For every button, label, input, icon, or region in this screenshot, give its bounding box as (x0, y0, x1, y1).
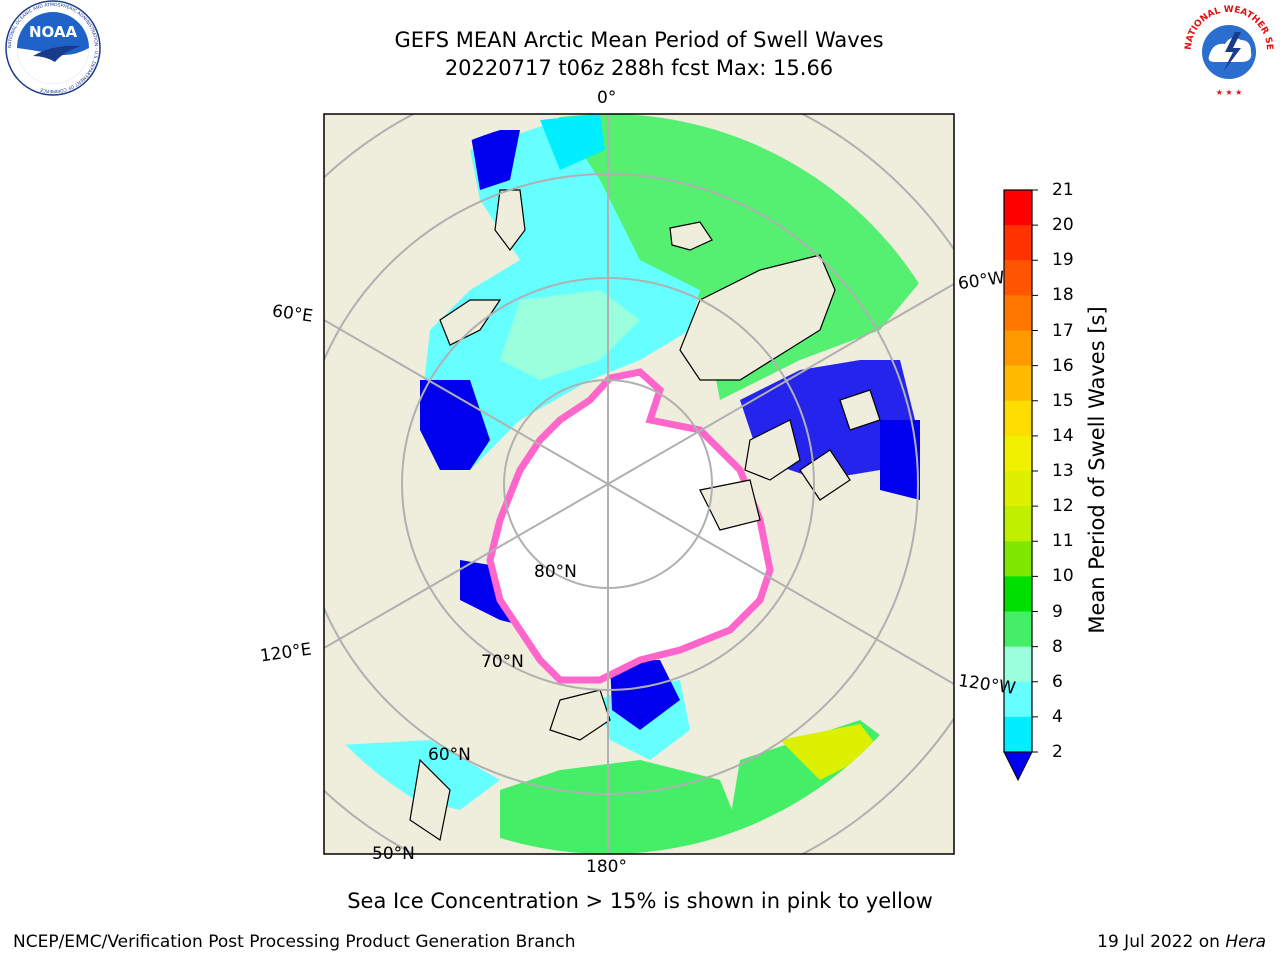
colorbar-swatch (1004, 330, 1032, 367)
colorbar-tick-label: 4 (1052, 706, 1063, 727)
colorbar-tick-label: 6 (1052, 671, 1063, 692)
colorbar-swatch (1004, 506, 1032, 542)
colorbar (1003, 189, 1038, 782)
colorbar-tick-label: 16 (1052, 355, 1074, 376)
noaa-logo-text: NOAA (29, 23, 78, 41)
svg-text:★ ★ ★: ★ ★ ★ (1216, 88, 1243, 97)
colorbar-tick-label: 10 (1052, 566, 1074, 587)
footer-credit: NCEP/EMC/Verification Post Processing Pr… (13, 932, 576, 952)
lat-label-70n: 70°N (481, 652, 524, 672)
colorbar-extend-arrow (1003, 751, 1033, 782)
footer-date-text: 19 Jul 2022 on (1097, 932, 1226, 952)
sea-ice-region (486, 368, 774, 684)
landmass-outlines (409, 189, 881, 841)
map-frame (323, 113, 955, 855)
colorbar-tick-label: 9 (1052, 601, 1063, 622)
colorbar-swatch (1004, 295, 1032, 331)
nws-logo: NATIONAL WEATHER SERVICE ★ ★ ★ (1179, 0, 1275, 97)
meridian-60w (607, 283, 954, 485)
colorbar-tick-label: 21 (1052, 180, 1074, 200)
meridian-120e (324, 483, 609, 649)
colorbar-tick-label: 12 (1052, 496, 1074, 517)
lat-label-50n: 50°N (372, 844, 415, 864)
footer-host: Hera (1225, 932, 1266, 952)
colorbar-swatch (1004, 611, 1032, 648)
colorbar-swatch (1004, 190, 1032, 226)
colorbar-tick-label: 13 (1052, 461, 1074, 481)
sea-ice-caption: Sea Ice Concentration > 15% is shown in … (347, 889, 933, 913)
colorbar-swatch (1004, 716, 1032, 753)
colorbar-swatch (1004, 541, 1032, 577)
colorbar-tick-label: 11 (1052, 531, 1074, 552)
meridian-120w (607, 483, 954, 685)
meridian-60e (324, 319, 609, 485)
colorbar-swatch (1004, 576, 1032, 612)
chart-subtitle: 20220717 t06z 288h fcst Max: 15.66 (444, 56, 834, 80)
colorbar-swatch (1004, 260, 1032, 296)
graticule (324, 114, 954, 854)
colorbar-swatch (1004, 681, 1032, 718)
colorbar-tick-label: 20 (1052, 215, 1074, 236)
lon-label-0: 0° (597, 88, 617, 108)
colorbar-swatch (1004, 646, 1032, 683)
colorbar-tick-label: 14 (1052, 425, 1074, 446)
chart-title: GEFS MEAN Arctic Mean Period of Swell Wa… (394, 28, 884, 52)
footer-date: 19 Jul 2022 on Hera (1097, 932, 1266, 952)
colorbar-swatch (1004, 471, 1032, 507)
colorbar-title: Mean Period of Swell Waves [s] (1085, 306, 1109, 634)
colorbar-tick-label: 19 (1052, 250, 1074, 271)
colorbar-swatch (1004, 365, 1032, 402)
noaa-logo: NOAA NATIONAL OCEANIC AND ATMOSPHERIC AD… (5, 0, 101, 96)
colorbar-swatch (1004, 400, 1032, 437)
colorbar-tick-label: 18 (1052, 285, 1074, 306)
colorbar-swatch (1004, 225, 1032, 261)
colorbar-tick-label: 2 (1052, 742, 1063, 762)
colorbar-tick-label: 8 (1052, 636, 1063, 657)
colorbar-tick-label: 17 (1052, 320, 1074, 341)
lat-label-80n: 80°N (534, 562, 577, 582)
lat-label-60n: 60°N (428, 745, 471, 765)
colorbar-tick-label: 15 (1052, 390, 1074, 411)
colorbar-swatch (1004, 435, 1032, 472)
lon-label-180: 180° (586, 857, 627, 877)
